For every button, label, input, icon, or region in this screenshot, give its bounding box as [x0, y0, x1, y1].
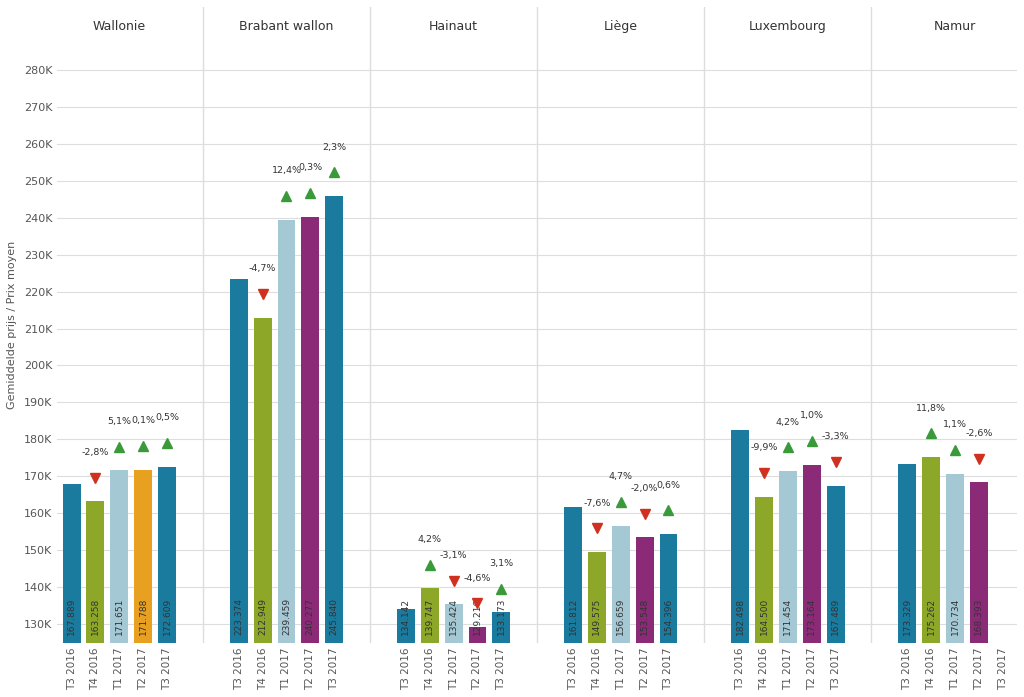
Text: 1,0%: 1,0%	[800, 411, 823, 420]
Bar	[659, 534, 678, 697]
Text: Namur: Namur	[934, 20, 976, 33]
Bar	[134, 470, 153, 697]
Y-axis label: Gemiddelde prijs / Prix moyen: Gemiddelde prijs / Prix moyen	[7, 240, 17, 409]
Bar	[588, 552, 606, 697]
Text: 0,1%: 0,1%	[131, 416, 156, 425]
Text: -7,6%: -7,6%	[583, 498, 610, 507]
Text: 156.659: 156.659	[616, 598, 626, 635]
Text: 161.812: 161.812	[568, 598, 578, 635]
Text: 0,6%: 0,6%	[656, 481, 681, 490]
Text: 4,7%: 4,7%	[608, 473, 633, 482]
Bar	[946, 474, 964, 697]
Text: 223.374: 223.374	[234, 598, 244, 635]
Bar	[421, 588, 438, 697]
Text: 171.651: 171.651	[115, 598, 124, 635]
Text: 171.788: 171.788	[138, 598, 147, 635]
Bar	[158, 467, 176, 697]
Bar	[755, 497, 773, 697]
Text: 2,3%: 2,3%	[323, 143, 346, 152]
Text: 173.329: 173.329	[903, 598, 911, 635]
Text: -2,8%: -2,8%	[82, 448, 110, 457]
Text: 167.889: 167.889	[68, 598, 76, 635]
Text: Brabant wallon: Brabant wallon	[240, 20, 334, 33]
Text: 171.454: 171.454	[783, 598, 793, 635]
Text: 11,8%: 11,8%	[916, 404, 946, 413]
Text: 164.500: 164.500	[760, 598, 768, 635]
Bar	[397, 609, 415, 697]
Bar	[229, 279, 248, 697]
Text: Wallonie: Wallonie	[93, 20, 145, 33]
Bar	[111, 470, 128, 697]
Bar	[444, 604, 463, 697]
Text: 3,1%: 3,1%	[489, 559, 513, 568]
Text: 1,1%: 1,1%	[943, 420, 967, 429]
Text: 239.459: 239.459	[282, 598, 291, 635]
Text: 173.164: 173.164	[807, 598, 816, 635]
Text: -2,0%: -2,0%	[631, 484, 658, 493]
Text: 163.258: 163.258	[91, 598, 100, 635]
Bar	[301, 217, 319, 697]
Text: 167.489: 167.489	[831, 598, 840, 635]
Text: 154.396: 154.396	[664, 598, 673, 635]
Bar	[278, 220, 295, 697]
Bar	[923, 457, 940, 697]
Text: 129.216: 129.216	[473, 598, 482, 635]
Bar	[611, 526, 630, 697]
Text: 168.393: 168.393	[975, 598, 983, 635]
Text: Liège: Liège	[604, 20, 638, 33]
Text: 139.747: 139.747	[425, 598, 434, 635]
Text: 4,2%: 4,2%	[418, 535, 441, 544]
Text: -4,7%: -4,7%	[249, 264, 276, 273]
Bar	[779, 471, 797, 697]
Text: 182.498: 182.498	[735, 598, 744, 635]
Text: 212.949: 212.949	[258, 598, 267, 635]
Text: 153.548: 153.548	[640, 598, 649, 635]
Text: 172.609: 172.609	[163, 598, 172, 635]
Bar	[86, 501, 104, 697]
Text: 245.840: 245.840	[330, 598, 339, 635]
Bar	[898, 464, 916, 697]
Text: 4,2%: 4,2%	[776, 418, 800, 427]
Text: 149.575: 149.575	[592, 598, 601, 635]
Bar	[803, 465, 820, 697]
Text: -3,3%: -3,3%	[822, 432, 850, 441]
Text: -3,1%: -3,1%	[440, 551, 467, 560]
Text: 175.262: 175.262	[927, 598, 936, 635]
Bar	[62, 484, 81, 697]
Bar	[564, 507, 582, 697]
Bar	[636, 537, 653, 697]
Bar	[826, 486, 845, 697]
Bar	[469, 627, 486, 697]
Bar	[493, 613, 510, 697]
Text: 134.142: 134.142	[401, 598, 411, 635]
Text: 0,5%: 0,5%	[155, 413, 179, 422]
Text: Hainaut: Hainaut	[429, 20, 478, 33]
Text: 12,4%: 12,4%	[271, 167, 301, 175]
Text: -2,6%: -2,6%	[966, 429, 992, 438]
Text: 133.173: 133.173	[497, 598, 506, 635]
Text: 170.734: 170.734	[950, 598, 959, 635]
Text: -4,6%: -4,6%	[464, 574, 492, 583]
Text: -9,9%: -9,9%	[751, 443, 777, 452]
Text: 240.277: 240.277	[306, 598, 314, 635]
Text: Luxembourg: Luxembourg	[749, 20, 826, 33]
Bar	[326, 196, 343, 697]
Bar	[254, 318, 271, 697]
Bar	[970, 482, 988, 697]
Text: 135.424: 135.424	[450, 598, 458, 635]
Text: 5,1%: 5,1%	[108, 417, 131, 426]
Text: 0,3%: 0,3%	[298, 163, 323, 172]
Bar	[731, 430, 749, 697]
